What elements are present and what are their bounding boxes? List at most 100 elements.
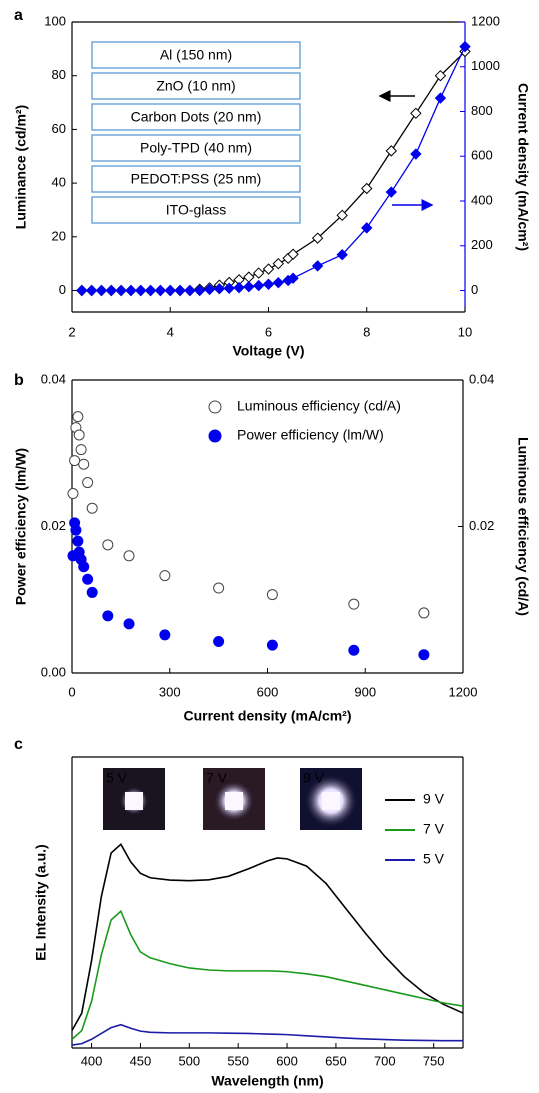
point bbox=[70, 524, 82, 536]
y2-tick-label: 1000 bbox=[471, 58, 500, 73]
point bbox=[123, 550, 135, 562]
panel-label: b bbox=[14, 372, 24, 389]
series-line bbox=[71, 909, 464, 1040]
point bbox=[102, 610, 114, 622]
point bbox=[159, 570, 171, 582]
x-axis-label: Voltage (V) bbox=[232, 343, 304, 359]
legend-marker bbox=[208, 400, 222, 414]
x-tick-label: 6 bbox=[265, 324, 272, 339]
point bbox=[311, 232, 324, 244]
x-tick-label: 0 bbox=[68, 684, 75, 699]
point bbox=[85, 284, 98, 297]
point bbox=[243, 271, 255, 283]
point bbox=[75, 444, 87, 456]
y2-tick-label: 800 bbox=[471, 103, 493, 118]
point bbox=[233, 281, 245, 294]
point bbox=[213, 582, 225, 594]
inset-label: 7 V bbox=[206, 770, 228, 786]
point bbox=[252, 267, 265, 279]
point bbox=[76, 284, 88, 297]
point bbox=[311, 260, 324, 272]
point bbox=[252, 279, 265, 292]
point bbox=[418, 607, 430, 619]
layer-label: ITO-glass bbox=[166, 202, 226, 218]
y-tick-label: 40 bbox=[52, 175, 66, 190]
point bbox=[266, 639, 278, 651]
x-tick-label: 8 bbox=[363, 324, 370, 339]
point bbox=[174, 284, 186, 297]
y2-axis-label: Luminous efficiency (cd/A) bbox=[515, 437, 531, 616]
x-tick-label: 550 bbox=[227, 1053, 249, 1068]
layer-box bbox=[91, 134, 301, 162]
point bbox=[194, 284, 206, 297]
x-tick-label: 4 bbox=[167, 324, 174, 339]
point bbox=[213, 283, 226, 295]
y-tick-label: 0.02 bbox=[41, 518, 66, 533]
point bbox=[410, 148, 422, 160]
point bbox=[262, 278, 275, 290]
y-tick-label: 100 bbox=[44, 13, 66, 28]
point bbox=[135, 284, 147, 297]
y-tick-label: 80 bbox=[52, 67, 66, 82]
series-line bbox=[71, 843, 464, 1031]
point bbox=[144, 284, 157, 297]
legend-label: 9 V bbox=[423, 791, 445, 807]
point bbox=[287, 248, 299, 260]
point bbox=[73, 429, 85, 441]
point bbox=[272, 276, 285, 289]
point bbox=[336, 249, 348, 261]
point bbox=[213, 636, 225, 648]
point bbox=[184, 284, 196, 297]
point bbox=[123, 618, 135, 630]
y-axis-label: EL Intensity (a.u.) bbox=[33, 844, 49, 960]
point bbox=[78, 458, 90, 470]
x-tick-label: 1200 bbox=[449, 684, 478, 699]
panel-label: c bbox=[14, 736, 23, 753]
x-tick-label: 300 bbox=[159, 684, 181, 699]
point bbox=[336, 209, 348, 222]
y2-tick-label: 0 bbox=[471, 282, 478, 297]
point bbox=[348, 644, 360, 656]
y2-tick-label: 0.04 bbox=[469, 371, 494, 386]
y-tick-label: 0.00 bbox=[41, 664, 66, 679]
layer-label: Poly-TPD (40 nm) bbox=[140, 140, 252, 156]
series-line bbox=[71, 1023, 463, 1046]
legend-label: 5 V bbox=[423, 851, 445, 867]
point bbox=[69, 455, 81, 467]
x-axis-label: Current density (mA/cm²) bbox=[183, 708, 351, 724]
point bbox=[86, 502, 98, 514]
point bbox=[361, 182, 373, 195]
x-tick-label: 10 bbox=[458, 324, 472, 339]
layer-label: ZnO (10 nm) bbox=[156, 78, 235, 94]
y-axis-label: Power efficiency (lm/W) bbox=[13, 448, 29, 605]
point bbox=[459, 40, 471, 53]
point bbox=[410, 107, 422, 120]
point bbox=[385, 186, 398, 198]
y2-axis-label: Current density (mA/cm²) bbox=[515, 83, 531, 251]
point bbox=[434, 92, 447, 104]
layer-box bbox=[91, 41, 301, 69]
point bbox=[434, 69, 447, 82]
y-tick-label: 0 bbox=[59, 282, 66, 297]
inset-label: 9 V bbox=[303, 770, 325, 786]
point bbox=[348, 598, 360, 610]
legend-label: Power efficiency (lm/W) bbox=[237, 427, 384, 443]
point bbox=[67, 488, 79, 500]
point bbox=[86, 586, 98, 598]
y2-tick-label: 0.02 bbox=[469, 518, 494, 533]
layer-box bbox=[91, 103, 301, 131]
y-axis-label: Luminance (cd/m²) bbox=[13, 105, 29, 229]
layer-label: Carbon Dots (20 nm) bbox=[131, 109, 262, 125]
point bbox=[262, 263, 275, 275]
x-tick-label: 600 bbox=[276, 1053, 298, 1068]
point bbox=[72, 411, 84, 423]
panel-label: a bbox=[14, 7, 23, 24]
point bbox=[125, 284, 137, 297]
x-tick-label: 400 bbox=[81, 1053, 103, 1068]
x-tick-label: 2 bbox=[68, 324, 75, 339]
y2-tick-label: 1200 bbox=[471, 13, 500, 28]
y2-tick-label: 600 bbox=[471, 148, 493, 163]
x-tick-label: 900 bbox=[354, 684, 376, 699]
point bbox=[287, 272, 299, 284]
